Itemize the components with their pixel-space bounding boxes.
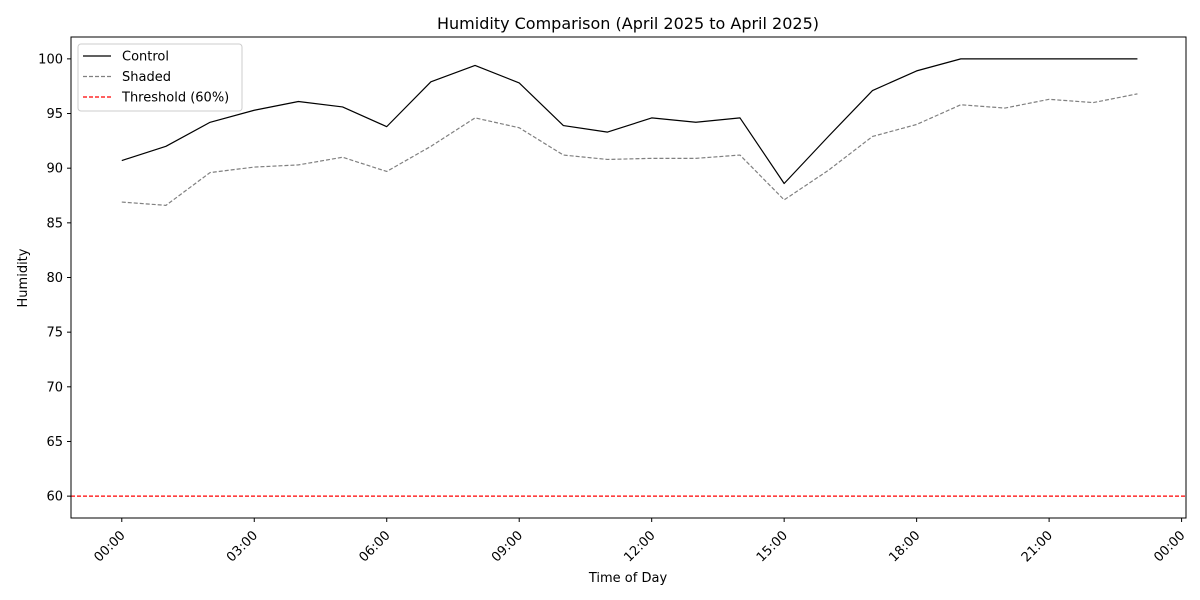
x-tick-label: 09:00 (489, 528, 526, 565)
y-tick-label: 85 (46, 216, 63, 231)
legend-label: Control (122, 50, 169, 65)
y-tick-label: 80 (46, 271, 63, 286)
x-tick-label: 06:00 (356, 528, 393, 565)
y-tick-label: 60 (46, 490, 63, 505)
y-tick-label: 100 (38, 52, 63, 67)
y-tick-label: 75 (46, 326, 63, 341)
chart-title: Humidity Comparison (April 2025 to April… (437, 14, 819, 33)
series-line-shaded (121, 93, 1138, 206)
x-axis-label: Time of Day (588, 571, 668, 586)
x-tick-label: 00:00 (1151, 528, 1188, 565)
legend-label: Shaded (122, 70, 171, 85)
y-tick-label: 70 (46, 380, 63, 395)
y-axis-label: Humidity (16, 248, 31, 307)
x-tick-label: 03:00 (224, 528, 261, 565)
x-tick-label: 12:00 (621, 528, 658, 565)
y-tick-label: 95 (46, 107, 63, 122)
series-line-control (121, 58, 1138, 185)
y-tick-label: 65 (46, 435, 63, 450)
x-tick-label: 18:00 (886, 528, 923, 565)
x-tick-label: 21:00 (1019, 528, 1056, 565)
plot-area (71, 58, 1186, 497)
x-tick-label: 00:00 (92, 528, 129, 565)
legend-box (77, 43, 243, 112)
legend: Control Shaded Threshold (60%) (77, 43, 243, 112)
y-tick-label: 90 (46, 162, 63, 177)
legend-label: Threshold (60%) (121, 91, 229, 106)
axes: 60 65 70 75 80 85 90 95 100 00:00 03:00 06:00 09:00 1… (38, 36, 1188, 565)
x-tick-label: 15:00 (754, 528, 791, 565)
